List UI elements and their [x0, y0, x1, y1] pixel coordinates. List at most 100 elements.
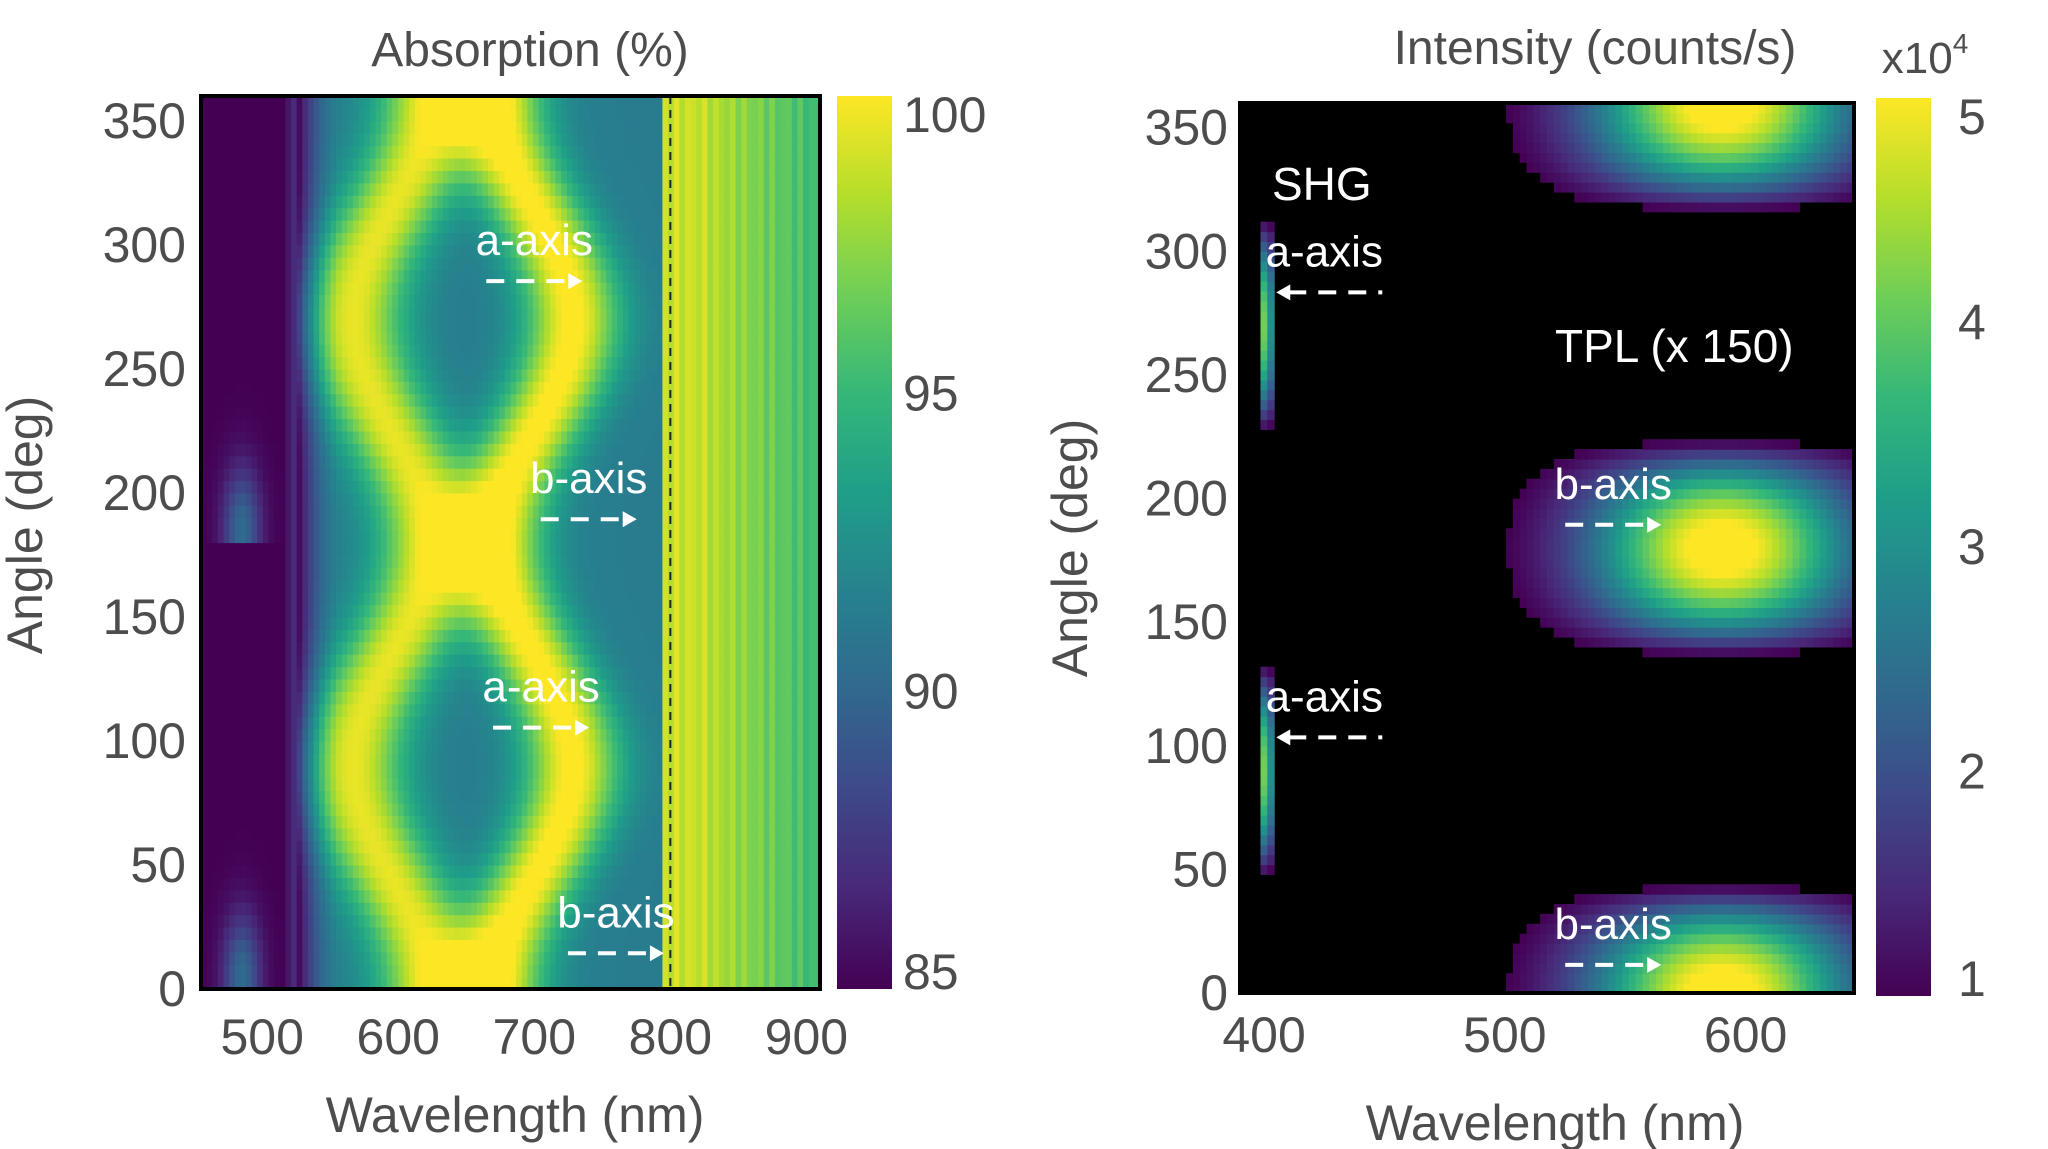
absorption-cell [251, 678, 258, 692]
absorption-cell [313, 331, 320, 345]
absorption-cell [234, 678, 241, 692]
absorption-cell [527, 964, 534, 978]
absorption-cell [448, 480, 455, 494]
absorption-cell [274, 790, 281, 804]
absorption-cell [459, 827, 467, 841]
absorption-cell [296, 902, 303, 916]
absorption-cell [414, 133, 422, 147]
absorption-cell [527, 703, 534, 717]
absorption-cell [212, 344, 219, 358]
absorption-cell [448, 926, 455, 940]
absorption-cell [482, 207, 489, 221]
absorption-cell [330, 691, 337, 705]
absorption-cell [510, 306, 517, 320]
absorption-cell [487, 294, 495, 308]
absorption-cell [448, 294, 455, 308]
absorption-cell [336, 182, 343, 196]
absorption-cell [482, 592, 489, 606]
absorption-cell [274, 554, 281, 568]
absorption-cell [544, 778, 551, 792]
absorption-cell [538, 976, 545, 989]
absorption-cell [386, 468, 393, 482]
absorption-cell [352, 306, 360, 320]
absorption-cell [212, 294, 219, 308]
absorption-cell [527, 480, 534, 494]
absorption-cell [257, 269, 264, 283]
absorption-cell [544, 480, 551, 494]
absorption-cell [403, 877, 410, 891]
absorption-cell [319, 728, 326, 742]
absorption-cell [482, 145, 489, 159]
absorption-cell [381, 914, 388, 928]
absorption-cell [352, 592, 360, 606]
absorption-cell [420, 579, 427, 593]
absorption-cell [352, 207, 360, 221]
absorption-cell [555, 344, 562, 358]
absorption-cell [578, 195, 585, 209]
absorption-cell [324, 976, 332, 989]
absorption-cell [274, 207, 281, 221]
absorption-cell [465, 269, 472, 283]
absorption-cell [572, 864, 579, 878]
absorption-cell [313, 579, 320, 593]
absorption-cell [347, 220, 354, 234]
absorption-cell [201, 802, 208, 816]
absorption-cell [561, 902, 568, 916]
absorption-cell [223, 368, 230, 382]
absorption-cell [555, 802, 562, 816]
absorption-cell [465, 902, 472, 916]
absorption-cell [223, 976, 230, 989]
absorption-cell [369, 133, 377, 147]
absorption-cell [206, 96, 213, 109]
absorption-cell [555, 641, 562, 655]
absorption-cell [217, 740, 225, 754]
absorption-cell [403, 604, 410, 618]
absorption-cell [206, 778, 213, 792]
absorption-cell [240, 765, 247, 779]
absorption-cell [285, 182, 292, 196]
absorption-cell [538, 220, 545, 234]
absorption-cell [431, 864, 438, 878]
absorption-cell [234, 902, 241, 916]
absorption-cell [201, 195, 208, 209]
absorption-cell [296, 691, 303, 705]
absorption-cell [555, 158, 562, 172]
absorption-cell [268, 579, 275, 593]
absorption-cell [392, 629, 399, 643]
absorption-cell [476, 443, 483, 457]
absorption-cell [409, 244, 416, 258]
absorption-cell [544, 406, 551, 420]
absorption-cell [516, 195, 523, 209]
absorption-cell [409, 567, 416, 581]
absorption-cell [493, 976, 500, 989]
absorption-cell [291, 765, 298, 779]
absorption-cell [510, 740, 517, 754]
absorption-cell [330, 207, 337, 221]
absorption-cell [234, 381, 241, 395]
absorption-cell [240, 430, 247, 444]
absorption-cell [504, 158, 512, 172]
absorption-cell [319, 393, 326, 407]
absorption-cell [262, 877, 270, 891]
absorption-cell [313, 542, 320, 556]
absorption-cell [330, 641, 337, 655]
absorption-cell [538, 530, 545, 544]
absorption-cell [307, 269, 315, 283]
absorption-cell [392, 282, 399, 296]
absorption-cell [251, 430, 258, 444]
absorption-cell [364, 864, 371, 878]
absorption-cell [465, 790, 472, 804]
absorption-cell [341, 703, 348, 717]
absorption-cell [426, 840, 433, 854]
absorption-cell [381, 852, 388, 866]
absorption-cell [510, 257, 517, 271]
absorption-cell [291, 195, 298, 209]
absorption-cell [431, 579, 438, 593]
absorption-cell [324, 616, 332, 630]
absorption-cell [499, 344, 506, 358]
absorption-cell [549, 716, 557, 730]
absorption-cell [414, 319, 422, 333]
absorption-cell [572, 505, 579, 519]
absorption-cell [566, 393, 573, 407]
absorption-cell [403, 108, 410, 122]
